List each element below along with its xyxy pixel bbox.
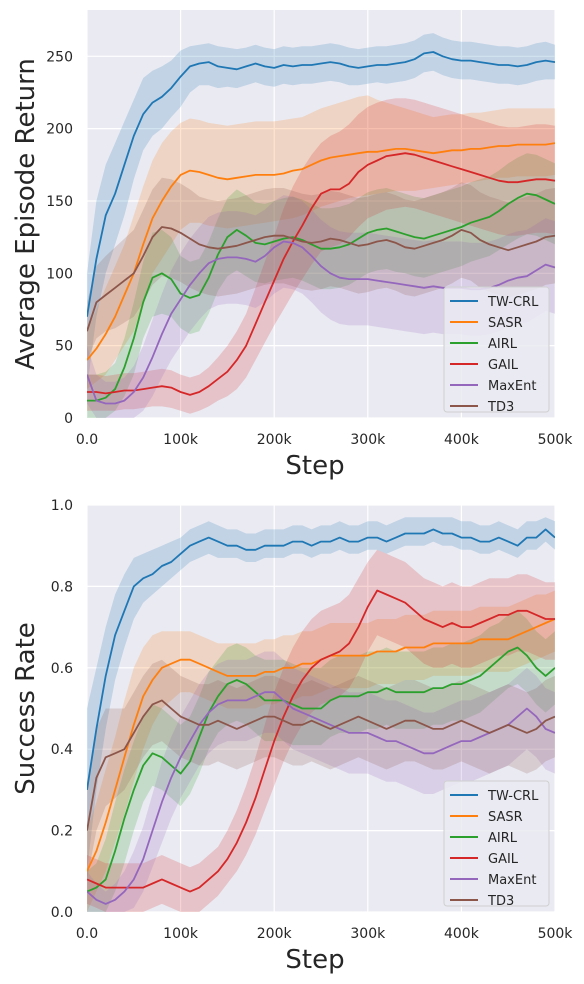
- legend-label: TD3: [487, 400, 514, 415]
- band-airl: [87, 153, 555, 418]
- band-td3: [87, 659, 555, 880]
- band-maxent: [87, 195, 555, 418]
- series-group: [87, 33, 555, 418]
- y-tick-label: 0.0: [51, 905, 73, 921]
- y-axis-label: Average Episode Return: [11, 58, 41, 370]
- x-axis-label: Step: [285, 451, 344, 481]
- x-axis-label: Step: [285, 945, 344, 975]
- line-airl: [87, 192, 555, 402]
- legend-label: AIRL: [488, 831, 518, 846]
- legend-label: MaxEnt: [488, 873, 536, 888]
- y-tick-label: 1.0: [51, 498, 73, 514]
- x-tick-label: 400k: [444, 432, 480, 448]
- line-tw-crl: [87, 528, 555, 791]
- x-tick-label: 0.0: [76, 432, 98, 448]
- line-gail: [87, 152, 555, 396]
- chart-panel-1: 0.0 100k 200k 300k 400k 500k 0 50 100 150 200 250 St…: [11, 10, 573, 481]
- legend-label: GAIL: [488, 852, 519, 867]
- legend-label: SASR: [488, 810, 523, 825]
- band-tw-crl: [87, 33, 555, 390]
- line-tw-crl: [87, 51, 555, 317]
- band-gail: [87, 549, 555, 912]
- x-tick-label: 200k: [257, 926, 293, 942]
- y-tick-label: 200: [46, 122, 73, 138]
- y-tick-label: 0: [64, 411, 73, 427]
- x-tick-label: 0.0: [76, 926, 98, 942]
- band-maxent: [87, 651, 555, 912]
- y-tick-label: 0.2: [51, 824, 73, 840]
- line-maxent: [87, 691, 555, 905]
- legend-box: [443, 286, 550, 413]
- legend-label: MaxEnt: [488, 379, 536, 394]
- line-sasr: [87, 142, 555, 361]
- y-tick-label: 0.8: [51, 579, 73, 595]
- x-tick-label: 500k: [538, 432, 574, 448]
- legend: TW-CRL SASR AIRL GAIL MaxEnt TD3: [443, 780, 550, 909]
- x-tick-label: 100k: [163, 926, 199, 942]
- legend-box: [443, 780, 550, 907]
- x-tick-label: 300k: [350, 432, 386, 448]
- line-airl: [87, 646, 555, 893]
- band-sasr: [87, 95, 555, 390]
- x-tick-label: 500k: [538, 926, 574, 942]
- y-tick-label: 150: [46, 194, 73, 210]
- chart-panel-2: 0.0 100k 200k 300k 400k 500k 0.0 0.2 0.4 0.6 0.8 1.…: [11, 498, 573, 975]
- legend-label: SASR: [488, 316, 523, 331]
- band-gail: [87, 98, 555, 414]
- band-tw-crl: [87, 517, 555, 872]
- band-airl: [87, 610, 555, 912]
- line-gail: [87, 589, 555, 893]
- legend: TW-CRL SASR AIRL GAIL MaxEnt TD3: [443, 286, 550, 415]
- line-td3: [87, 226, 555, 332]
- legend-label: TW-CRL: [487, 789, 539, 804]
- y-tick-label: 0.6: [51, 661, 73, 677]
- y-tick-label: 50: [55, 339, 73, 355]
- line-td3: [87, 699, 555, 831]
- y-axis-label: Success Rate: [11, 622, 41, 795]
- legend-label: GAIL: [488, 358, 519, 373]
- x-tick-label: 100k: [163, 432, 199, 448]
- legend-label: TD3: [487, 894, 514, 909]
- y-tick-label: 0.4: [51, 742, 73, 758]
- band-sasr: [87, 590, 555, 912]
- legend-label: TW-CRL: [487, 295, 539, 310]
- legend-label: AIRL: [488, 337, 518, 352]
- y-tick-label: 250: [46, 49, 73, 65]
- x-tick-label: 200k: [257, 432, 293, 448]
- series-group: [87, 517, 555, 912]
- x-tick-label: 400k: [444, 926, 480, 942]
- band-td3: [87, 177, 555, 361]
- x-tick-label: 300k: [350, 926, 386, 942]
- y-tick-label: 100: [46, 266, 73, 282]
